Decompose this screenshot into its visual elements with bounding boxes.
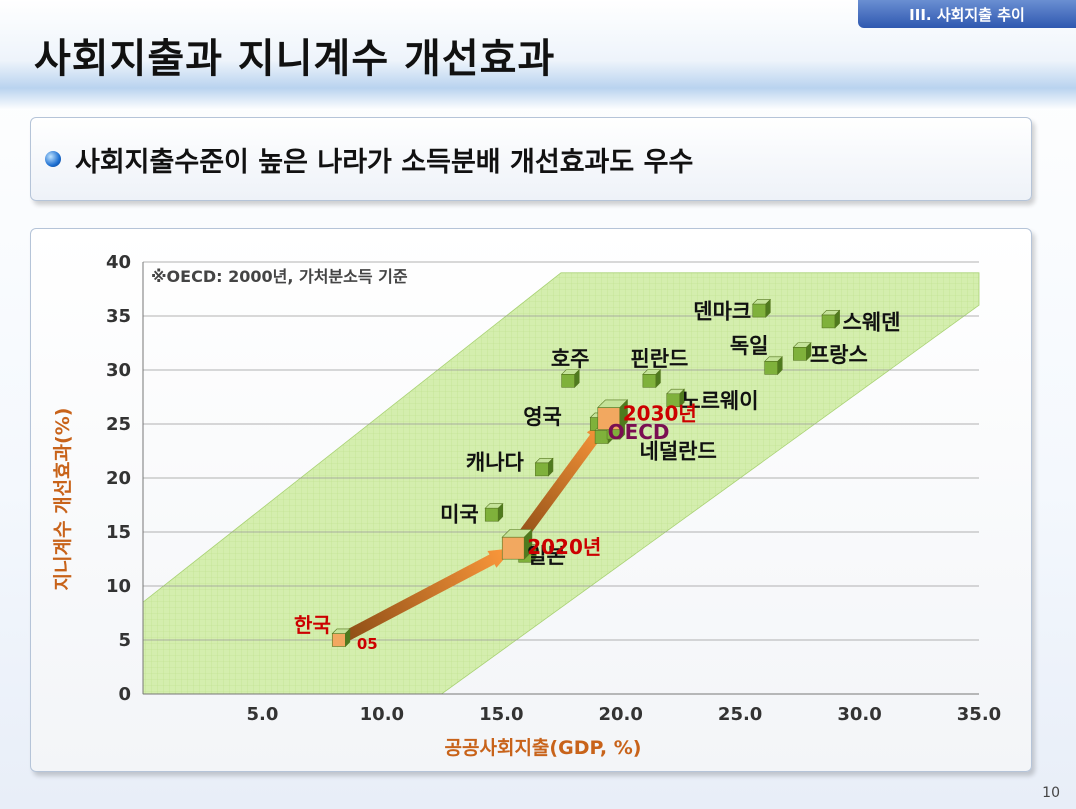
point-label: 미국	[440, 503, 479, 527]
korea-label: 한국	[294, 613, 331, 637]
korea-sublabel: 05	[357, 635, 378, 653]
cube-side	[548, 457, 554, 477]
cube-front	[752, 303, 767, 318]
cube-front	[764, 361, 778, 375]
cube-side	[655, 369, 661, 389]
point-label: 프랑스	[810, 343, 868, 367]
cube-front	[594, 430, 609, 444]
cube-side	[497, 502, 504, 522]
korea-2030-point	[597, 399, 629, 431]
cube-front	[642, 374, 657, 388]
cube-front	[484, 507, 499, 522]
cube-side	[765, 298, 771, 318]
y-tick-label: 10	[106, 576, 131, 597]
x-tick-label: 35.0	[957, 704, 1001, 725]
cube-front	[793, 347, 807, 361]
y-tick-label: 15	[106, 522, 131, 543]
data-point	[792, 342, 812, 362]
point-label: 핀란드	[630, 347, 688, 371]
growth-arrow	[508, 418, 609, 552]
korea-2020-point	[501, 528, 533, 560]
point-label: 노르웨이	[681, 389, 758, 413]
x-tick-label: 20.0	[599, 704, 643, 725]
point-label: 캐나다	[466, 450, 525, 474]
cube-side	[679, 388, 685, 408]
y-axis-label: 지니계수 개선효과(%)	[52, 408, 74, 591]
y-tick-label: 30	[106, 360, 131, 381]
cube-side	[345, 628, 351, 648]
x-tick-label: 5.0	[246, 704, 278, 725]
subtitle: 사회지출수준이 높은 나라가 소득분배 개선효과도 우수	[75, 147, 694, 178]
x-tick-label: 25.0	[718, 704, 762, 725]
chart-note: ※OECD: 2000년, 가처분소득 기준	[151, 267, 408, 286]
chart-panel: 0 5 10 15 20 25 30 35 40 5.0 10.0 15.0 20.0 25.0 30.0 3…	[30, 228, 1032, 772]
x-tick-label: 10.0	[360, 704, 404, 725]
y-tick-label: 5	[118, 630, 131, 651]
arrow-shape	[508, 418, 609, 552]
cube-front	[332, 633, 346, 647]
data-point	[642, 369, 662, 389]
y-tick-label: 20	[106, 468, 131, 489]
y-tick-label: 25	[106, 414, 131, 435]
y-tick-label: 0	[118, 684, 131, 705]
point-label: 스웨덴	[843, 310, 901, 334]
korea-point	[331, 628, 351, 648]
cube-side	[806, 342, 812, 362]
page-number: 10	[1042, 785, 1060, 801]
data-point	[752, 298, 772, 318]
cube-side	[523, 528, 533, 560]
point-label: 호주	[551, 347, 590, 371]
cube-front	[535, 462, 549, 477]
point-label: OECD	[608, 420, 670, 444]
data-point	[484, 502, 504, 522]
y-tick-label: 40	[106, 252, 131, 273]
cube-side	[619, 399, 628, 431]
data-point	[666, 388, 686, 408]
cube-front	[561, 374, 575, 388]
cube-front	[821, 314, 836, 329]
x-axis-label: 공공사회지출(GDP, %)	[445, 737, 642, 759]
cube-side	[531, 543, 537, 563]
subtitle-box: 사회지출수준이 높은 나라가 소득분배 개선효과도 우수	[30, 117, 1032, 201]
page-title: 사회지출과 지니계수 개선효과	[34, 36, 556, 82]
arrow-shape	[336, 548, 514, 645]
data-point	[763, 356, 783, 376]
korea-label: 2030년	[623, 402, 697, 426]
data-point	[821, 309, 841, 329]
cube-front	[501, 536, 525, 560]
x-tick-label: 30.0	[837, 704, 881, 725]
growth-arrow	[336, 548, 514, 645]
cube-side	[574, 369, 580, 389]
bullet-icon	[45, 151, 61, 167]
data-point	[534, 457, 554, 477]
y-tick-label: 35	[106, 306, 131, 327]
point-label: 덴마크	[693, 300, 751, 324]
data-point	[560, 369, 580, 389]
x-tick-label: 15.0	[479, 704, 523, 725]
point-label: 독일	[730, 334, 769, 358]
point-label: 영국	[523, 405, 562, 429]
point-label: 네덜란드	[640, 440, 717, 464]
cube-side	[834, 309, 840, 329]
point-label: 일본	[527, 544, 566, 568]
cube-side	[777, 356, 783, 376]
korea-label: 2020년	[527, 535, 601, 559]
section-tag: III. 사회지출 추이	[858, 0, 1076, 28]
